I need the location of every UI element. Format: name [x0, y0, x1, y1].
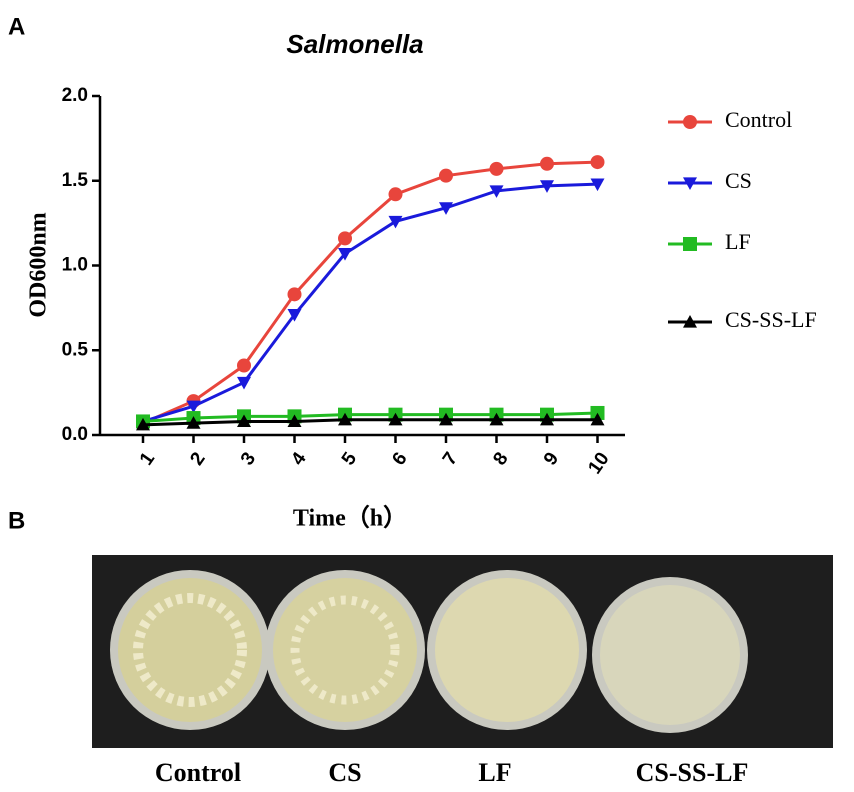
x-tick-label: 7 — [439, 449, 462, 470]
dish-agar — [435, 578, 579, 722]
data-point — [287, 414, 302, 428]
x-tick-label: 1 — [136, 448, 160, 469]
data-point — [489, 185, 504, 198]
x-tick-label: 5 — [338, 448, 362, 469]
legend-label: CS — [725, 168, 752, 193]
data-point — [590, 412, 605, 426]
data-point — [136, 417, 150, 431]
colonies — [133, 593, 247, 707]
data-point — [338, 248, 352, 261]
x-tick-label: 2 — [186, 449, 209, 470]
data-point — [388, 187, 403, 202]
data-point — [388, 412, 403, 426]
legend-marker — [683, 315, 697, 328]
data-point — [237, 414, 251, 428]
legend-label: CS-SS-LF — [725, 307, 817, 332]
series-line — [142, 418, 598, 427]
data-point — [590, 155, 605, 170]
data-point — [388, 215, 403, 229]
x-tick-label: 9 — [540, 449, 563, 470]
series-line — [142, 411, 598, 423]
data-point — [540, 412, 554, 426]
data-point — [186, 400, 201, 414]
legend-marker — [683, 177, 697, 190]
data-point — [338, 231, 352, 246]
x-tick-label: 3 — [237, 449, 260, 470]
y-tick-label: 0.5 — [62, 339, 89, 360]
data-point — [489, 412, 504, 426]
data-point — [439, 168, 453, 183]
y-tick-label: 1.0 — [62, 255, 88, 276]
data-point — [540, 180, 554, 193]
y-tick-label: 0.0 — [62, 424, 88, 445]
chart-title: Salmonella — [286, 29, 423, 59]
data-point — [186, 416, 201, 429]
photo — [92, 555, 833, 748]
legend-label: Control — [725, 107, 792, 132]
photo-label: LF — [478, 758, 511, 787]
data-point — [287, 309, 302, 322]
y-axis-label: OD600nm — [26, 212, 52, 317]
data-point — [489, 161, 504, 176]
data-point — [590, 178, 605, 192]
panel-label: B — [8, 507, 25, 534]
data-point — [439, 202, 453, 215]
data-point — [237, 358, 251, 373]
y-tick-label: 2.0 — [62, 85, 88, 106]
x-tick-label: 10 — [584, 449, 613, 478]
panel-label: A — [8, 13, 25, 40]
data-point — [237, 376, 251, 390]
data-point — [540, 156, 554, 171]
data-point — [439, 412, 453, 426]
x-axis-label: Time（h） — [293, 505, 407, 532]
series-line — [142, 160, 598, 425]
series-line — [142, 182, 598, 423]
photo-label: CS — [328, 758, 361, 787]
data-point — [338, 412, 352, 426]
legend-marker — [683, 115, 697, 129]
dish-agar — [600, 585, 740, 725]
x-tick-label: 8 — [489, 449, 512, 470]
y-tick-label: 1.5 — [62, 170, 89, 191]
legend-marker — [683, 237, 697, 251]
colonies — [290, 595, 400, 705]
x-tick-label: 6 — [388, 449, 411, 470]
legend-label: LF — [725, 229, 751, 254]
dish-agar — [273, 578, 417, 722]
x-tick-label: 4 — [287, 448, 311, 469]
photo-label: Control — [155, 758, 241, 787]
photo-label: CS-SS-LF — [636, 758, 749, 787]
data-point — [287, 287, 302, 302]
